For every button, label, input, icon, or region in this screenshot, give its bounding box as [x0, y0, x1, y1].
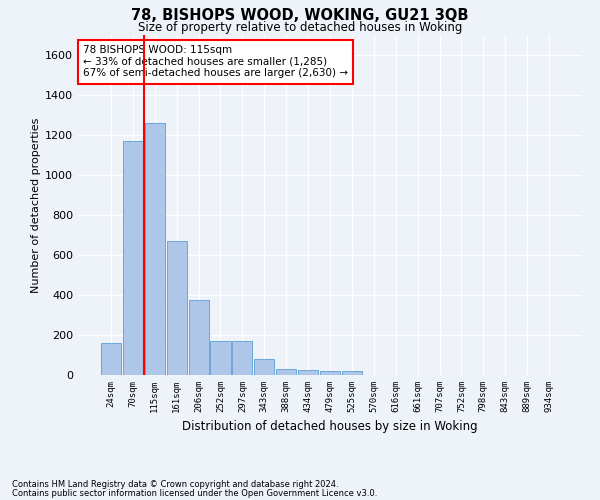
Bar: [254, 359, 274, 375]
Bar: [211, 341, 230, 375]
Bar: [167, 241, 187, 375]
Text: 78, BISHOPS WOOD, WOKING, GU21 3QB: 78, BISHOPS WOOD, WOKING, GU21 3QB: [131, 8, 469, 22]
X-axis label: Distribution of detached houses by size in Woking: Distribution of detached houses by size …: [182, 420, 478, 434]
Bar: [188, 300, 209, 375]
Text: Contains public sector information licensed under the Open Government Licence v3: Contains public sector information licen…: [12, 489, 377, 498]
Bar: [298, 370, 318, 375]
Bar: [145, 123, 165, 375]
Bar: [101, 343, 121, 375]
Bar: [342, 371, 362, 375]
Bar: [232, 341, 253, 375]
Y-axis label: Number of detached properties: Number of detached properties: [31, 118, 41, 292]
Bar: [320, 371, 340, 375]
Bar: [276, 369, 296, 375]
Text: Contains HM Land Registry data © Crown copyright and database right 2024.: Contains HM Land Registry data © Crown c…: [12, 480, 338, 489]
Text: Size of property relative to detached houses in Woking: Size of property relative to detached ho…: [138, 21, 462, 34]
Bar: [123, 141, 143, 375]
Text: 78 BISHOPS WOOD: 115sqm
← 33% of detached houses are smaller (1,285)
67% of semi: 78 BISHOPS WOOD: 115sqm ← 33% of detache…: [83, 45, 348, 78]
